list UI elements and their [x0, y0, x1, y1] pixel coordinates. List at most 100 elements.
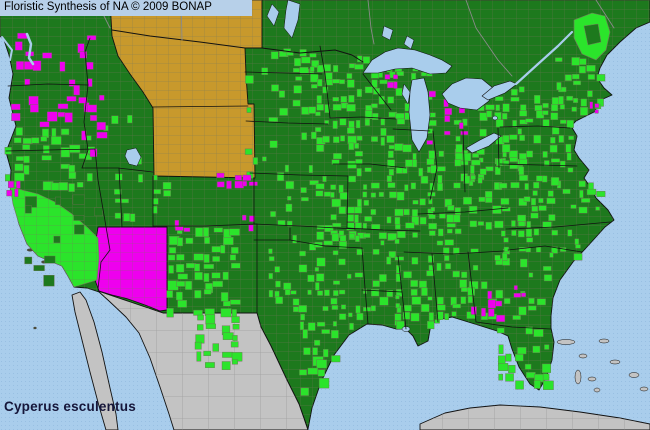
county-mark — [519, 174, 528, 181]
county-mark — [285, 203, 293, 212]
county-mark — [518, 221, 526, 227]
species-name-label: Cyperus esculentus — [4, 399, 136, 414]
county-mark — [15, 127, 23, 136]
county-mark — [570, 204, 577, 209]
county-mark — [275, 296, 284, 305]
county-mark — [394, 256, 404, 261]
county-mark — [177, 300, 188, 308]
county-mark — [354, 214, 359, 224]
county-mark — [542, 151, 548, 158]
state-co-nm — [152, 223, 258, 227]
state-mo-west — [346, 175, 349, 229]
state-id-west-n — [84, 37, 91, 86]
county-mark — [387, 159, 395, 168]
county-mark — [316, 144, 324, 152]
state-tx-la — [361, 247, 369, 325]
county-mark — [521, 292, 527, 297]
county-mark — [379, 296, 389, 306]
county-mark — [498, 344, 504, 355]
county-mark — [389, 191, 397, 199]
county-mark — [203, 350, 212, 356]
county-mark — [127, 114, 133, 124]
county-mark — [439, 213, 446, 219]
county-mark — [396, 320, 405, 330]
county-mark — [550, 112, 559, 121]
strait-georgia — [1, 36, 13, 61]
county-mark — [346, 214, 354, 222]
county-mark — [58, 182, 69, 191]
county-mark — [268, 290, 274, 298]
county-mark — [378, 96, 385, 105]
province-qc-nb — [595, 0, 615, 29]
county-mark — [44, 255, 56, 264]
state-ca-nv — [94, 148, 111, 290]
state-ia-mo — [332, 163, 407, 169]
county-mark — [551, 230, 558, 236]
county-mark — [68, 183, 75, 192]
county-mark — [463, 175, 471, 184]
county-mark — [403, 208, 410, 216]
county-mark — [331, 159, 340, 165]
county-mark — [292, 298, 300, 306]
lake-winnipeg — [283, 0, 301, 39]
county-mark — [309, 53, 317, 58]
county-mark — [472, 153, 479, 158]
county-mark — [270, 211, 276, 218]
county-mark — [579, 190, 584, 199]
county-mark — [364, 216, 373, 222]
county-mark — [370, 182, 380, 189]
county-mark — [279, 107, 288, 116]
county-mark — [494, 254, 501, 261]
county-mark — [426, 158, 435, 165]
county-mark — [562, 188, 571, 194]
county-mark — [437, 182, 443, 192]
county-mark — [299, 369, 307, 376]
county-mark — [500, 197, 510, 205]
county-mark — [444, 115, 451, 123]
county-mark — [528, 298, 535, 305]
county-mark — [333, 136, 340, 143]
counties-florida — [497, 326, 554, 390]
county-mark — [371, 136, 379, 142]
county-mark — [518, 166, 525, 176]
county-mark — [222, 332, 234, 340]
county-mark — [487, 290, 492, 299]
county-mark — [53, 235, 61, 244]
county-mark — [234, 180, 244, 189]
county-mark — [495, 104, 500, 111]
county-mark — [454, 159, 462, 167]
state-va-nc — [505, 221, 611, 230]
county-mark — [213, 227, 223, 233]
county-mark — [242, 214, 247, 221]
county-mark — [348, 312, 353, 318]
county-mark — [502, 252, 508, 261]
county-mark — [427, 296, 433, 301]
county-mark — [566, 152, 572, 161]
county-mark — [40, 136, 48, 142]
county-mark — [347, 273, 352, 279]
county-mark — [14, 188, 19, 197]
county-mark — [354, 206, 362, 214]
state-ms-west — [397, 255, 407, 330]
county-mark — [486, 110, 493, 118]
county-mark — [299, 66, 309, 74]
state-id-west-s — [81, 84, 89, 169]
county-mark — [513, 285, 518, 291]
county-mark — [526, 237, 533, 243]
county-mark — [316, 359, 327, 369]
county-mark — [568, 135, 574, 140]
county-mark — [396, 191, 405, 201]
county-mark — [230, 299, 241, 305]
county-mark — [405, 222, 415, 229]
county-mark — [301, 106, 310, 115]
county-mark — [295, 76, 303, 81]
county-mark — [31, 137, 40, 144]
county-mark — [495, 119, 504, 128]
county-mark — [470, 165, 475, 174]
county-mark — [6, 190, 13, 197]
county-mark — [152, 198, 159, 205]
county-mark — [573, 253, 583, 261]
county-mark — [503, 246, 509, 252]
